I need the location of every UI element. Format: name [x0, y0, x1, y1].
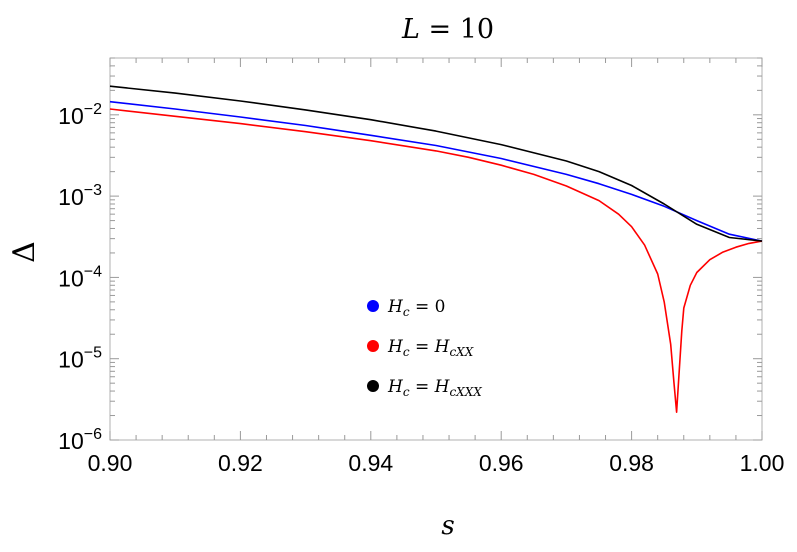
y-axis-label: Δ [7, 241, 42, 263]
y-tick-label: 10−5 [58, 345, 102, 373]
series-line-0 [109, 100, 763, 242]
y-tick-label: 10−3 [58, 182, 102, 210]
legend-marker-1 [367, 340, 379, 352]
x-tick-label: 0.98 [609, 450, 654, 476]
x-tick-label: 0.90 [88, 450, 133, 476]
x-tick-label: 0.92 [218, 450, 263, 476]
x-tick-label: 0.94 [348, 450, 393, 476]
plot-frame [109, 57, 763, 441]
series-layer [109, 85, 763, 414]
x-tick-label: 1.00 [740, 450, 785, 476]
y-tick-label: 10−6 [58, 426, 102, 454]
y-tick-label: 10−4 [58, 263, 102, 291]
legend-marker-0 [367, 300, 379, 312]
legend-label-2: Hc = HcXXX [387, 377, 482, 399]
axes: 0.90 0.92 0.94 0.96 0.98 1.00 10−2 10−3 10−4 10−5… [58, 57, 785, 476]
x-axis-label: s [441, 511, 454, 541]
series-line-2 [109, 85, 763, 242]
x-tick-label: 0.96 [479, 450, 524, 476]
chart-title: L = 10 [401, 14, 494, 45]
legend-label-0: Hc = 0 [387, 297, 445, 319]
y-tick-label: 10−2 [58, 101, 102, 129]
legend: Hc = 0 Hc = HcXX Hc = HcXXX [367, 297, 482, 399]
series-line-1 [109, 108, 763, 414]
legend-label-1: Hc = HcXX [387, 337, 474, 359]
plot-area [109, 57, 763, 441]
legend-marker-2 [367, 380, 379, 392]
